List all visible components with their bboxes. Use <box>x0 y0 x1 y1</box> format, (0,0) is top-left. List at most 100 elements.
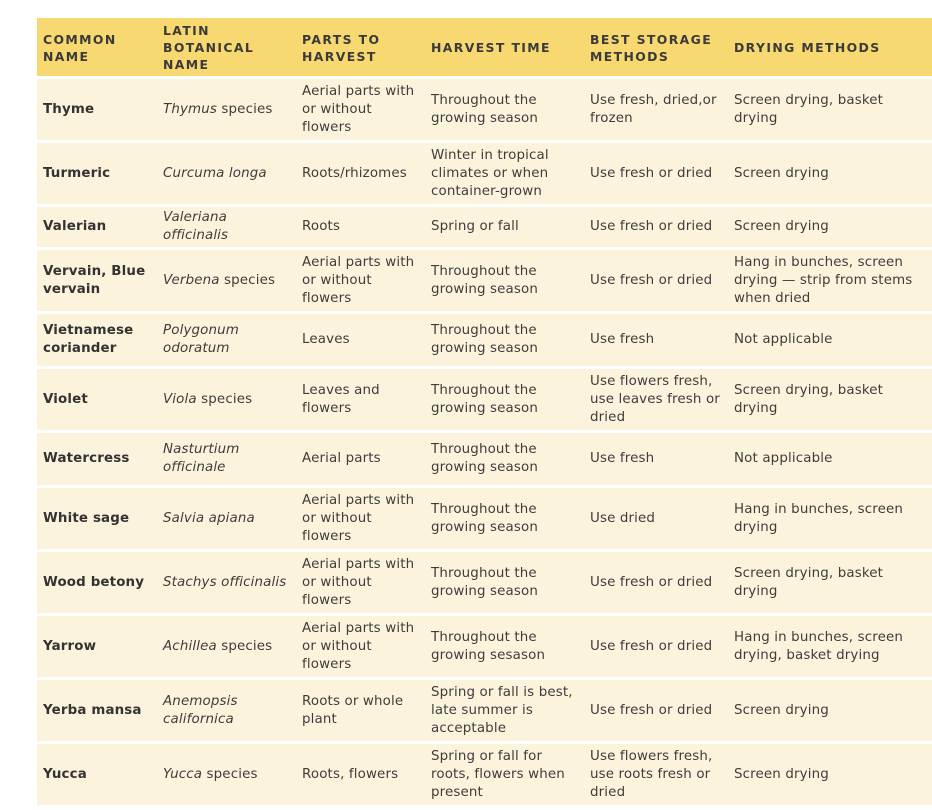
table-header: COMMON NAME LATIN BOTANICAL NAME PARTS T… <box>37 18 932 76</box>
drying-method: Screen drying <box>734 165 829 181</box>
common-name: Thyme <box>43 101 95 117</box>
harvest-time: Throughout the growing season <box>431 501 538 535</box>
parts-to-harvest: Roots, flowers <box>302 766 399 782</box>
latin-suffix: species <box>196 391 253 407</box>
storage-method: Use flowers fresh, use leaves fresh or d… <box>590 373 720 425</box>
latin-genus: Stachys officinalis <box>163 574 287 590</box>
latin-suffix: species <box>219 272 276 288</box>
latin-name: Yucca species <box>157 744 296 805</box>
harvest-time: Throughout the growing season <box>431 442 538 475</box>
latin-genus: Verbena <box>163 272 220 288</box>
latin-name: Curcuma longa <box>157 143 296 204</box>
latin-name: Polygonum odoratum <box>157 314 296 366</box>
storage-method: Use fresh or dried <box>590 638 713 654</box>
parts-to-harvest: Aerial parts with or without flowers <box>302 83 415 135</box>
table-row: Wood betony Stachys officinalis Aerial p… <box>37 552 932 613</box>
harvest-time: Throughout the growing season <box>431 92 538 126</box>
parts-to-harvest: Aerial parts with or without flowers <box>302 620 415 672</box>
parts-to-harvest: Roots/rhizomes <box>302 165 407 181</box>
parts-to-harvest: Leaves <box>302 332 350 347</box>
latin-name: Thymus species <box>157 79 296 140</box>
drying-method: Screen drying, basket drying <box>734 382 884 416</box>
table-row: Vervain, Blue vervain Verbena species Ae… <box>37 250 932 311</box>
table-row: Watercress Nasturtium officinale Aerial … <box>37 433 932 485</box>
parts-to-harvest: Leaves and flowers <box>302 382 380 416</box>
harvest-time: Throughout the growing season <box>431 565 538 599</box>
storage-method: Use flowers fresh, use roots fresh or dr… <box>590 748 713 800</box>
table-row: Yucca Yucca species Roots, flowers Sprin… <box>37 744 932 805</box>
harvest-time: Winter in tropical climates or when cont… <box>431 147 549 199</box>
common-name: Violet <box>43 391 88 407</box>
storage-method: Use fresh or dried <box>590 702 713 718</box>
latin-genus: Yucca <box>163 766 203 782</box>
drying-method: Hang in bunches, screen drying — strip f… <box>734 254 913 306</box>
drying-method: Not applicable <box>734 332 833 347</box>
common-name: Valerian <box>43 219 107 234</box>
table-row: Yarrow Achillea species Aerial parts wit… <box>37 616 932 677</box>
harvest-time: Throughout the growing sesason <box>431 629 546 663</box>
drying-method: Screen drying, basket drying <box>734 565 884 599</box>
common-name: Vietnamese coriander <box>43 323 134 356</box>
common-name: Wood betony <box>43 574 145 590</box>
latin-genus: Valeriana officinalis <box>163 210 229 243</box>
storage-method: Use fresh or dried <box>590 574 713 590</box>
latin-genus: Polygonum odoratum <box>163 323 239 356</box>
header-storage: BEST STORAGE METHODS <box>590 31 713 64</box>
herb-harvest-table: COMMON NAME LATIN BOTANICAL NAME PARTS T… <box>37 18 932 808</box>
harvest-time: Spring or fall is best, late summer is a… <box>431 684 573 736</box>
harvest-time: Throughout the growing season <box>431 382 538 416</box>
drying-method: Hang in bunches, screen drying, basket d… <box>734 629 903 663</box>
table-row: Turmeric Curcuma longa Roots/rhizomes Wi… <box>37 143 932 204</box>
storage-method: Use fresh <box>590 332 655 347</box>
storage-method: Use fresh or dried <box>590 219 713 234</box>
harvest-time: Spring or fall for roots, flowers when p… <box>431 748 565 800</box>
harvest-time: Spring or fall <box>431 219 519 234</box>
parts-to-harvest: Roots <box>302 219 341 234</box>
storage-method: Use dried <box>590 510 656 526</box>
latin-suffix: species <box>216 638 273 654</box>
common-name: White sage <box>43 510 130 526</box>
table-row: Valerian Valeriana officinalis Roots Spr… <box>37 207 932 247</box>
latin-name: Achillea species <box>157 616 296 677</box>
table-row: Vietnamese coriander Polygonum odoratum … <box>37 314 932 366</box>
latin-suffix: species <box>202 766 258 782</box>
latin-genus: Nasturtium officinale <box>163 442 240 475</box>
common-name: Yucca <box>43 766 87 782</box>
common-name: Turmeric <box>43 165 111 181</box>
common-name: Watercress <box>43 451 130 466</box>
table-row: Violet Viola species Leaves and flowers … <box>37 369 932 430</box>
latin-name: Salvia apiana <box>157 488 296 549</box>
latin-name: Verbena species <box>157 250 296 311</box>
latin-genus: Achillea <box>163 638 217 654</box>
latin-genus: Salvia apiana <box>163 510 255 526</box>
drying-method: Screen drying <box>734 219 829 234</box>
header-parts: PARTS TO HARVEST <box>302 31 381 64</box>
header-drying: DRYING METHODS <box>734 40 881 55</box>
header-harvest-time: HARVEST TIME <box>431 40 551 55</box>
harvest-time: Throughout the growing season <box>431 323 538 356</box>
drying-method: Screen drying, basket drying <box>734 92 884 126</box>
header-common-name: COMMON NAME <box>43 31 117 64</box>
drying-method: Hang in bunches, screen drying <box>734 501 903 535</box>
table-row: Yerba mansa Anemopsis californica Roots … <box>37 680 932 741</box>
storage-method: Use fresh <box>590 451 655 466</box>
latin-name: Stachys officinalis <box>157 552 296 613</box>
parts-to-harvest: Aerial parts with or without flowers <box>302 556 415 608</box>
latin-genus: Thymus <box>163 101 217 117</box>
table-row: Thyme Thymus species Aerial parts with o… <box>37 79 932 140</box>
latin-name: Valeriana officinalis <box>157 207 296 247</box>
common-name: Yerba mansa <box>43 702 142 718</box>
parts-to-harvest: Aerial parts with or without flowers <box>302 492 415 544</box>
latin-genus: Viola <box>163 391 197 407</box>
storage-method: Use fresh or dried <box>590 272 713 288</box>
latin-suffix: species <box>217 101 273 117</box>
drying-method: Screen drying <box>734 702 829 718</box>
drying-method: Not applicable <box>734 451 833 466</box>
storage-method: Use fresh or dried <box>590 165 713 181</box>
storage-method: Use fresh, dried,or frozen <box>590 92 717 126</box>
latin-genus: Curcuma longa <box>163 165 267 181</box>
latin-name: Anemopsis californica <box>157 680 296 741</box>
parts-to-harvest: Aerial parts with or without flowers <box>302 254 415 306</box>
common-name: Yarrow <box>43 638 97 654</box>
parts-to-harvest: Aerial parts <box>302 451 381 466</box>
